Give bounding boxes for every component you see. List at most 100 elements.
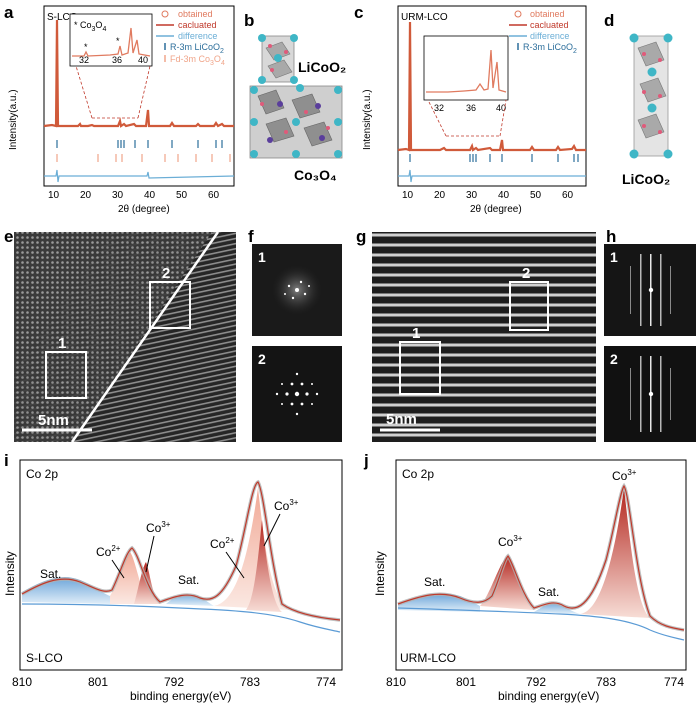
co2-peak-fill xyxy=(214,488,290,610)
r3m-tick-marks xyxy=(56,140,223,148)
plot-frame xyxy=(43,5,235,187)
panel-h: h 1 2 xyxy=(604,227,696,442)
svg-text:obtained: obtained xyxy=(530,9,565,19)
sample-label: S-LCO xyxy=(26,651,63,665)
plot-title: Co 2p xyxy=(26,467,58,481)
panel-g: g 1 2 5nm xyxy=(356,227,596,442)
legend: obtained cacluated difference R-3m LiCoO… xyxy=(156,9,225,67)
x-axis-label: 2θ (degree) xyxy=(470,204,522,215)
obtained-trace xyxy=(397,21,586,152)
svg-text:10: 10 xyxy=(48,190,60,201)
x-ticks: 810 801 792 783 774 xyxy=(12,675,336,689)
scale-label: 5nm xyxy=(38,412,69,429)
region-label: 2 xyxy=(522,265,530,282)
y-axis-label: Intensity(a.u.) xyxy=(8,89,19,150)
panel-d: d LiCoO₂ xyxy=(604,11,673,187)
structure-label: Co₃O₄ xyxy=(294,167,337,183)
co3-peak-fill xyxy=(480,556,534,610)
svg-text:*: * xyxy=(116,36,120,46)
svg-text:*: * xyxy=(84,42,88,52)
sample-label: S-LCO xyxy=(47,12,78,23)
panel-letter: j xyxy=(363,451,369,470)
panel-letter: f xyxy=(248,227,254,246)
inset-frame xyxy=(423,35,509,101)
svg-text:10: 10 xyxy=(402,190,414,201)
inset-xtick: 40 xyxy=(496,103,506,113)
svg-text:792: 792 xyxy=(526,675,546,689)
peak-annotation: Co3+ xyxy=(146,520,171,535)
svg-text:50: 50 xyxy=(530,190,542,201)
panel-letter: a xyxy=(4,3,14,22)
fft-label: 1 xyxy=(258,249,266,265)
peak-annotation: Co2+ xyxy=(210,536,235,551)
region-label: 1 xyxy=(412,325,420,342)
svg-text:783: 783 xyxy=(596,675,616,689)
svg-text:801: 801 xyxy=(88,675,108,689)
panel-letter: b xyxy=(244,11,254,30)
inset-xtick: 36 xyxy=(112,55,122,65)
svg-text:783: 783 xyxy=(240,675,260,689)
y-axis-label: Intensity xyxy=(3,551,17,596)
inset-xtick: 40 xyxy=(138,55,148,65)
region-label: 2 xyxy=(162,265,170,282)
peak-annotation: Co3+ xyxy=(274,498,299,513)
peak-annotation: Sat. xyxy=(178,573,199,587)
svg-text:difference: difference xyxy=(178,31,217,41)
co3-peak-fill xyxy=(246,520,282,612)
sample-label: URM-LCO xyxy=(401,12,448,23)
r3m-tick-marks xyxy=(409,154,579,162)
peak-annotation: Co3+ xyxy=(612,468,637,483)
licoo2-structure xyxy=(629,33,673,159)
fit-envelope xyxy=(21,481,341,621)
legend: obtained cacluated difference R-3m LiCoO… xyxy=(509,9,577,55)
svg-text:50: 50 xyxy=(176,190,188,201)
svg-text:810: 810 xyxy=(12,675,32,689)
plot-title: Co 2p xyxy=(402,467,434,481)
panel-i: i Co 2p S-LCO Sat. Co2+ Co3+ Sat. Co2+ C… xyxy=(3,451,343,703)
svg-text:cacluated: cacluated xyxy=(530,20,569,30)
x-ticks: 810 801 792 783 774 xyxy=(386,675,684,689)
inset-xtick: 32 xyxy=(434,103,444,113)
interface-line xyxy=(70,231,220,443)
panel-b: b LiCoO₂ Co₃O₄ xyxy=(244,11,346,183)
plot-frame xyxy=(395,459,687,671)
svg-text:20: 20 xyxy=(434,190,446,201)
svg-text:60: 60 xyxy=(562,190,574,201)
svg-text:Fd-3m Co3O4: Fd-3m Co3O4 xyxy=(170,54,225,67)
panel-f: f 1 2 xyxy=(248,227,342,442)
hrtem-image xyxy=(372,232,596,442)
svg-text:30: 30 xyxy=(466,190,478,201)
panel-a: a S-LCO * Co3O4 * * 32 36 40 Intensity(a… xyxy=(4,3,235,215)
peak-annotation: Sat. xyxy=(40,567,61,581)
svg-text:R-3m LiCoO2: R-3m LiCoO2 xyxy=(170,42,224,55)
region-box-2 xyxy=(149,281,191,329)
svg-text:40: 40 xyxy=(498,190,510,201)
region-box-1 xyxy=(399,341,441,395)
peak-annotation: Sat. xyxy=(424,575,445,589)
svg-text:40: 40 xyxy=(144,190,156,201)
x-axis-label: 2θ (degree) xyxy=(118,204,170,215)
region-label: 1 xyxy=(58,335,66,352)
panel-letter: d xyxy=(604,11,614,30)
background-line xyxy=(21,603,341,633)
peak-annotation: Co3+ xyxy=(498,534,523,549)
x-axis-label: binding energy(eV) xyxy=(498,689,599,703)
obtained-trace xyxy=(43,19,234,128)
inset-xtick: 36 xyxy=(466,103,476,113)
svg-text:774: 774 xyxy=(316,675,336,689)
x-axis-label: binding energy(eV) xyxy=(130,689,231,703)
panel-j: j Co 2p URM-LCO Sat. Co3+ Sat. Co3+ Inte… xyxy=(363,451,687,703)
fd3m-tick-marks xyxy=(56,154,231,162)
structure-label: LiCoO₂ xyxy=(298,59,346,75)
inset-trace xyxy=(426,49,507,93)
co3o4-structure xyxy=(249,84,343,159)
inset-xtick: 32 xyxy=(79,55,89,65)
inset-trace xyxy=(72,27,151,57)
svg-text:R-3m LiCoO2: R-3m LiCoO2 xyxy=(523,42,577,55)
plot-frame xyxy=(397,5,587,187)
difference-trace xyxy=(398,169,586,183)
svg-text:obtained: obtained xyxy=(178,9,213,19)
plot-frame xyxy=(19,459,343,671)
svg-text:cacluated: cacluated xyxy=(178,20,217,30)
